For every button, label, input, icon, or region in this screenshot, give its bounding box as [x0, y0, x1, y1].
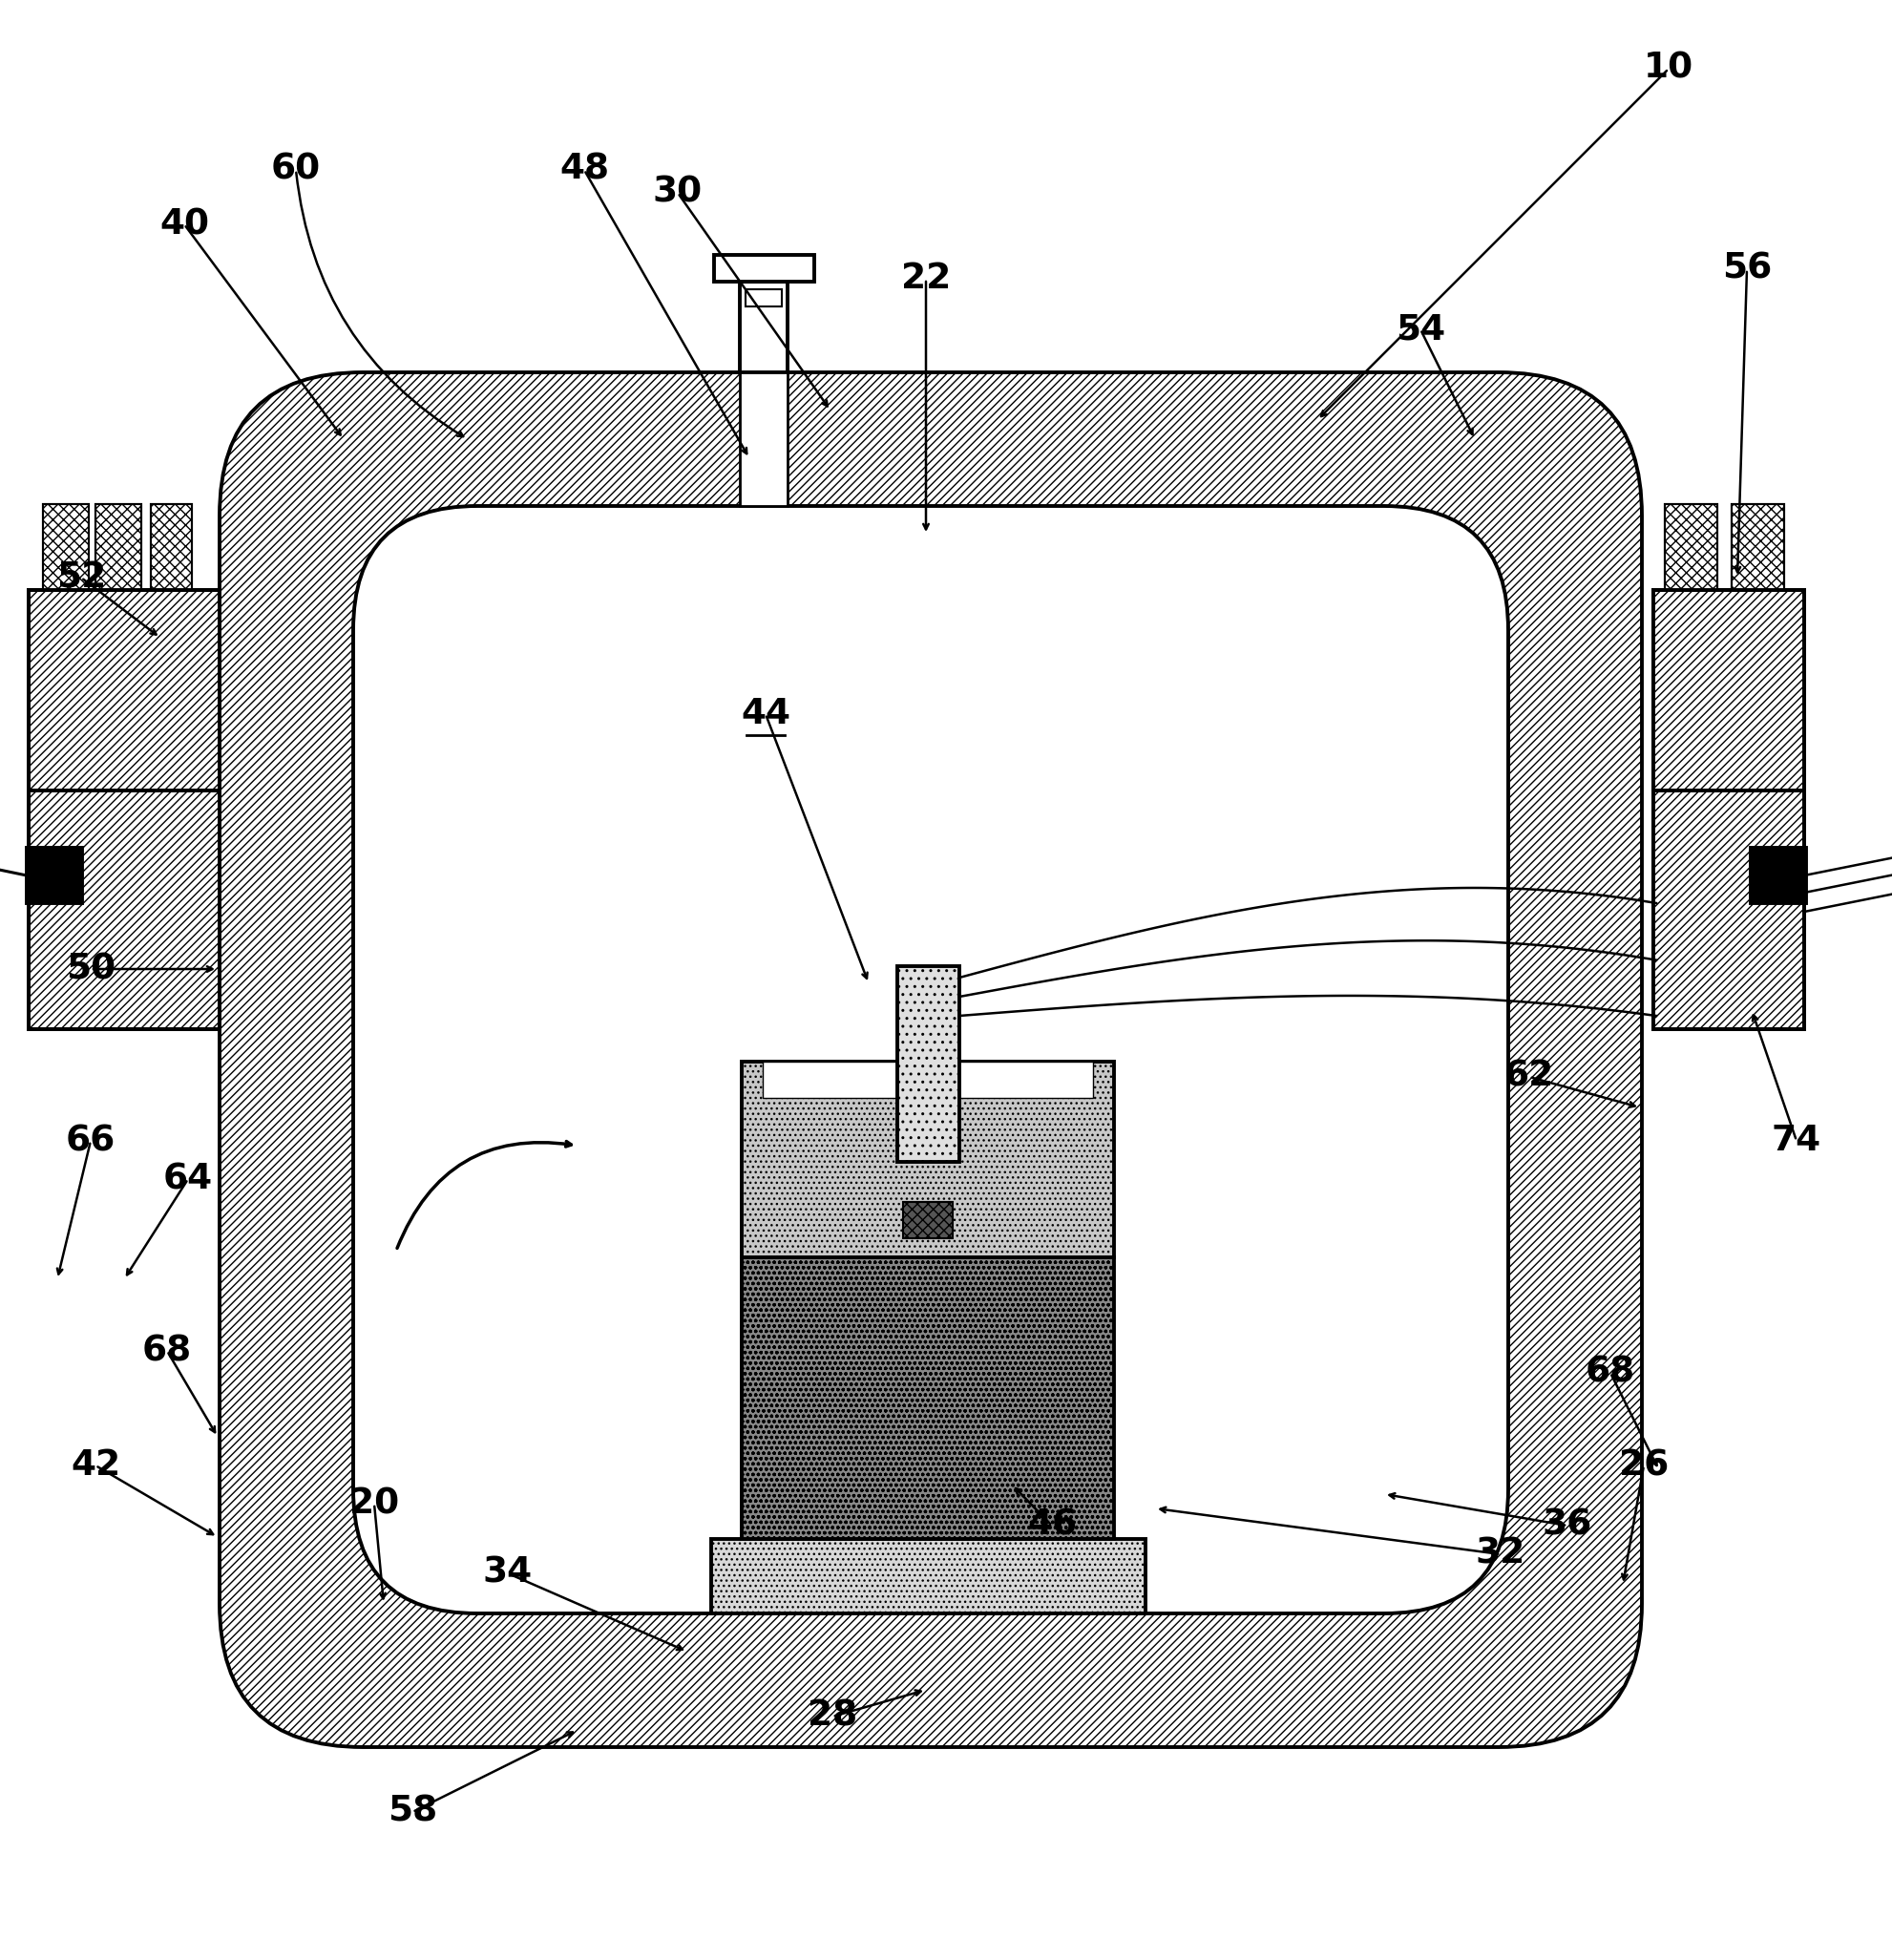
Bar	[1654, 790, 1805, 1029]
FancyBboxPatch shape	[354, 506, 1508, 1613]
Text: 10: 10	[1644, 51, 1693, 86]
Text: 20: 20	[350, 1486, 399, 1521]
Text: 36: 36	[1542, 1509, 1593, 1543]
Bar	[44, 504, 89, 590]
Bar	[902, 1201, 954, 1239]
Bar	[26, 849, 81, 904]
Text: 54: 54	[1396, 312, 1445, 347]
FancyBboxPatch shape	[219, 372, 1642, 1746]
Bar	[762, 1062, 901, 1098]
Bar	[713, 255, 814, 282]
Bar	[955, 1062, 1094, 1098]
Text: 58: 58	[388, 1795, 437, 1829]
Text: 52: 52	[57, 561, 106, 594]
Bar	[897, 966, 959, 1162]
Bar	[711, 1539, 1145, 1613]
Text: 44: 44	[742, 698, 791, 731]
Bar	[1665, 504, 1718, 590]
Bar	[1654, 590, 1805, 1029]
Bar	[28, 790, 219, 1029]
Text: 34: 34	[482, 1556, 534, 1590]
Text: 22: 22	[901, 261, 952, 296]
Bar	[95, 504, 142, 590]
Bar	[740, 282, 787, 372]
Text: 56: 56	[1722, 253, 1771, 286]
Bar	[742, 1062, 1114, 1258]
Text: 68: 68	[142, 1333, 191, 1368]
Bar	[1654, 590, 1805, 790]
Text: 50: 50	[66, 953, 115, 986]
Bar	[1750, 849, 1807, 904]
Bar	[742, 1258, 1114, 1539]
Bar	[740, 372, 787, 506]
Text: 62: 62	[1504, 1060, 1553, 1094]
Bar	[44, 504, 89, 590]
Bar	[28, 590, 219, 790]
Bar	[1665, 504, 1718, 590]
Text: 46: 46	[1027, 1509, 1077, 1543]
Text: 48: 48	[560, 153, 609, 186]
Bar	[745, 290, 781, 306]
Text: 32: 32	[1476, 1537, 1525, 1572]
Text: 64: 64	[163, 1162, 214, 1196]
Bar	[151, 504, 191, 590]
Text: 60: 60	[271, 153, 322, 186]
Text: 30: 30	[653, 176, 702, 210]
Bar	[1731, 504, 1784, 590]
Text: 42: 42	[70, 1448, 121, 1482]
Text: 74: 74	[1771, 1123, 1822, 1158]
Text: 40: 40	[159, 208, 208, 241]
Text: 26: 26	[1620, 1448, 1669, 1482]
Text: 68: 68	[1585, 1356, 1635, 1390]
Text: 66: 66	[66, 1123, 115, 1158]
Text: 28: 28	[808, 1699, 857, 1735]
Bar	[28, 590, 219, 1029]
Bar	[1731, 504, 1784, 590]
Bar	[151, 504, 191, 590]
Bar	[95, 504, 142, 590]
